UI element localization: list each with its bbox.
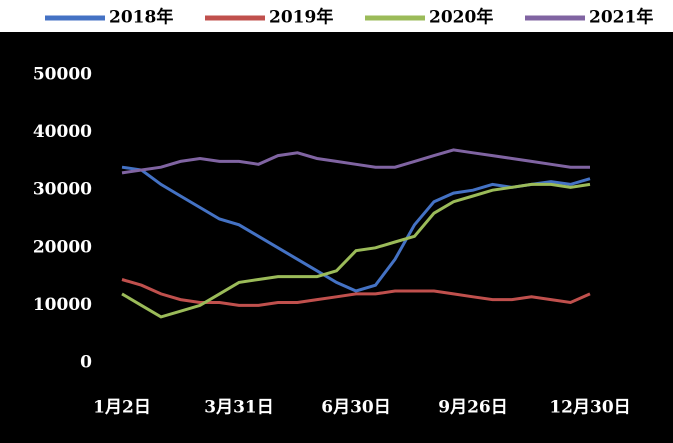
y-tick-label: 20000 <box>33 237 92 257</box>
y-tick-label: 50000 <box>33 65 92 85</box>
legend-label: 2020年 <box>429 7 493 28</box>
legend-label: 2019年 <box>269 7 333 28</box>
y-tick-label: 40000 <box>33 122 92 142</box>
series-line <box>121 182 591 319</box>
x-tick-label: 1月2日 <box>93 398 151 418</box>
series-line <box>121 278 591 307</box>
x-tick-label: 9月26日 <box>438 398 508 418</box>
legend-label: 2018年 <box>109 7 173 28</box>
x-tick-label: 3月31日 <box>204 398 274 418</box>
legend-label: 2021年 <box>589 7 653 28</box>
series-line <box>121 148 590 175</box>
x-tick-label: 6月30日 <box>321 398 391 418</box>
y-tick-label: 30000 <box>33 180 92 200</box>
y-tick-label: 10000 <box>33 295 92 315</box>
y-tick-label: 0 <box>80 353 92 373</box>
x-tick-label: 12月30日 <box>549 398 630 418</box>
